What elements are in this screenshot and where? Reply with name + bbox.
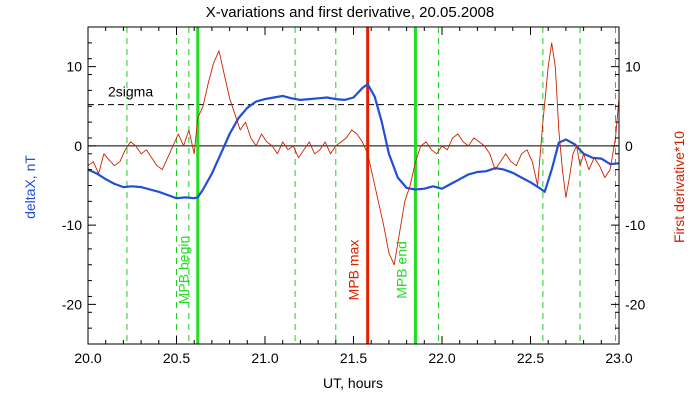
- mpb-marker-label-0: MPB begin: [176, 236, 192, 304]
- y-tick-label-right: 10: [625, 59, 641, 75]
- y-tick-label-left: 10: [66, 59, 82, 75]
- x-tick-label: 21.5: [340, 350, 367, 366]
- x-tick-label: 23.0: [605, 350, 632, 366]
- x-tick-label: 20.0: [74, 350, 101, 366]
- series-line-deltax: [88, 82, 619, 200]
- x-tick-label: 20.5: [163, 350, 190, 366]
- x-axis-label: UT, hours: [323, 375, 383, 391]
- mpb-marker-label-2: MPB end: [393, 241, 409, 299]
- y-tick-label-right: 0: [625, 138, 633, 154]
- x-tick-label: 22.0: [428, 350, 455, 366]
- y-tick-label-left: -20: [62, 296, 82, 312]
- mpb-marker-label-1: MPB max: [346, 240, 362, 301]
- x-tick-label: 22.5: [517, 350, 544, 366]
- x-tick-label: 21.0: [251, 350, 278, 366]
- chart-title: X-variations and first derivative, 20.05…: [206, 4, 495, 21]
- y-tick-label-right: -10: [625, 217, 645, 233]
- y-tick-label-left: -10: [62, 217, 82, 233]
- y-tick-label-left: 0: [74, 138, 82, 154]
- y-tick-label-right: -20: [625, 296, 645, 312]
- y-axis-label-left: deltaX, nT: [22, 155, 38, 219]
- reference-line-label: 2sigma: [108, 84, 153, 100]
- series-line-derivative: [88, 42, 619, 266]
- plot-area: 2sigma MPB begin MPB max MPB end: [88, 27, 619, 344]
- axes: 20.0 20.5 21.0 21.5 22.0 22.5 23.0 -20 -20 -10 -10…: [62, 26, 645, 366]
- y-axis-label-right: First derivative*10: [671, 131, 687, 243]
